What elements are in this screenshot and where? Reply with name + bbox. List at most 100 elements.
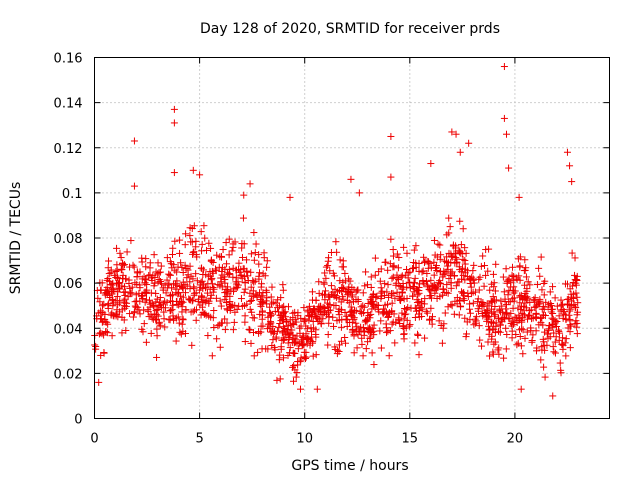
data-point [542, 298, 550, 306]
data-point [161, 297, 169, 305]
data-point [556, 329, 564, 337]
data-point [415, 310, 423, 318]
data-point [133, 268, 141, 276]
data-point [172, 337, 180, 345]
data-point [120, 288, 128, 296]
data-point [230, 318, 238, 326]
data-point [127, 289, 135, 297]
data-point [369, 291, 377, 299]
data-point [136, 310, 144, 318]
data-point [228, 302, 236, 310]
data-point [539, 335, 547, 343]
data-point [199, 308, 207, 316]
data-point [178, 308, 186, 316]
data-point [553, 302, 561, 310]
data-point [225, 235, 233, 243]
data-point [539, 311, 547, 319]
data-point [160, 315, 168, 323]
data-point [339, 257, 347, 265]
data-point [176, 282, 184, 290]
data-point [456, 217, 464, 225]
data-point [447, 284, 455, 292]
data-point [494, 314, 502, 322]
data-point [545, 326, 553, 334]
data-point [118, 329, 126, 337]
data-point [243, 268, 251, 276]
data-point [257, 292, 265, 300]
data-point [247, 339, 255, 347]
data-point [568, 282, 576, 290]
data-point [186, 232, 194, 240]
data-point [321, 269, 329, 277]
data-point [337, 306, 345, 314]
data-point [348, 293, 356, 301]
data-point [385, 352, 393, 360]
data-point [284, 339, 292, 347]
data-point [237, 271, 245, 279]
data-point [512, 331, 520, 339]
data-point [177, 259, 185, 267]
data-point [551, 294, 559, 302]
y-tick-label: 0.06 [54, 277, 83, 292]
data-point [384, 281, 392, 289]
data-point [389, 263, 397, 271]
data-point [153, 325, 161, 333]
data-point [377, 317, 385, 325]
data-point [198, 240, 206, 248]
data-point [207, 313, 215, 321]
data-point [282, 318, 290, 326]
data-point [329, 313, 337, 321]
data-point [481, 262, 489, 270]
data-point [182, 306, 190, 314]
data-point [257, 302, 265, 310]
data-point [96, 329, 104, 337]
data-point [192, 306, 200, 314]
data-point [444, 289, 452, 297]
data-point [477, 262, 485, 270]
data-point [246, 305, 254, 313]
data-point [475, 286, 483, 294]
data-point [342, 339, 350, 347]
data-point [559, 345, 567, 353]
data-point [502, 305, 510, 313]
data-point [392, 279, 400, 287]
data-point [559, 334, 567, 342]
data-point [166, 271, 174, 279]
data-point [208, 280, 216, 288]
data-point [465, 139, 473, 147]
data-point [490, 308, 498, 316]
data-point [489, 348, 497, 356]
data-point [365, 311, 373, 319]
data-point [292, 373, 300, 381]
y-tick-label: 0.12 [54, 142, 83, 157]
data-point [355, 325, 363, 333]
plot-frame [94, 57, 610, 419]
data-point [381, 280, 389, 288]
data-point [487, 297, 495, 305]
data-point [335, 341, 343, 349]
data-point [367, 326, 375, 334]
data-point [461, 314, 469, 322]
x-tick-label: 20 [507, 432, 524, 447]
data-point [163, 254, 171, 262]
data-point [308, 288, 316, 296]
data-point [445, 229, 453, 237]
data-point [369, 300, 377, 308]
data-point [266, 310, 274, 318]
data-point [415, 289, 423, 297]
data-point [200, 222, 208, 230]
data-point [562, 335, 570, 343]
data-point [241, 312, 249, 320]
data-point [252, 290, 260, 298]
data-point [170, 119, 178, 127]
data-point [217, 278, 225, 286]
data-point [117, 254, 125, 262]
data-point [173, 268, 181, 276]
data-point [186, 262, 194, 270]
data-point [113, 261, 121, 269]
data-point [255, 260, 263, 268]
data-point [221, 326, 229, 334]
data-point [333, 248, 341, 256]
data-point [443, 281, 451, 289]
data-point [398, 309, 406, 317]
